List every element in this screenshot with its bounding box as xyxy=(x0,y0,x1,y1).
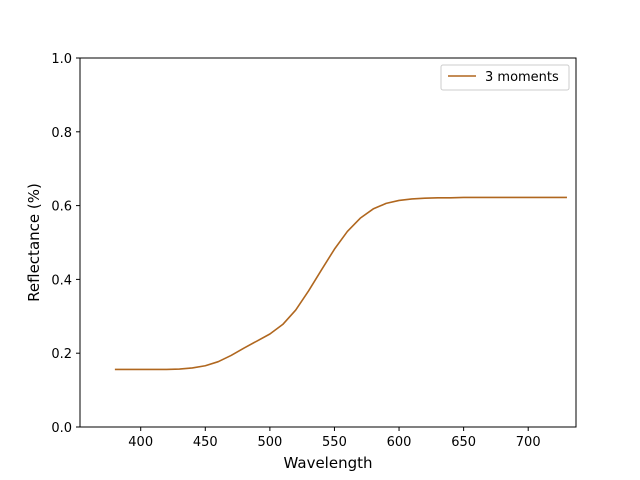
x-axis-ticks: 400 450 500 550 600 650 700 xyxy=(128,427,541,450)
legend-box xyxy=(440,64,570,91)
plot-frame xyxy=(79,57,577,428)
y-tick-label: 0.8 xyxy=(51,126,72,141)
y-tick-label: 1.0 xyxy=(51,52,72,67)
series-line xyxy=(114,196,567,371)
y-axis-label: Reflectance (%) xyxy=(25,183,43,302)
y-axis-ticks: 0.0 0.2 0.4 0.6 0.8 1.0 xyxy=(51,52,80,436)
x-tick-label: 400 xyxy=(128,435,153,450)
x-tick-label: 450 xyxy=(193,435,218,450)
x-tick-label: 700 xyxy=(516,435,541,450)
y-tick-label: 0.2 xyxy=(51,347,72,362)
legend: 3 moments xyxy=(440,64,570,91)
y-tick-label: 0.4 xyxy=(51,273,72,288)
x-tick-label: 600 xyxy=(387,435,412,450)
legend-label: 3 moments xyxy=(485,70,559,85)
x-tick-label: 550 xyxy=(322,435,347,450)
x-tick-label: 650 xyxy=(451,435,476,450)
x-axis-label: Wavelength xyxy=(284,454,373,472)
series-layer xyxy=(114,196,567,371)
y-tick-label: 0.0 xyxy=(51,421,72,436)
y-tick-label: 0.6 xyxy=(51,200,72,215)
x-tick-label: 500 xyxy=(257,435,282,450)
